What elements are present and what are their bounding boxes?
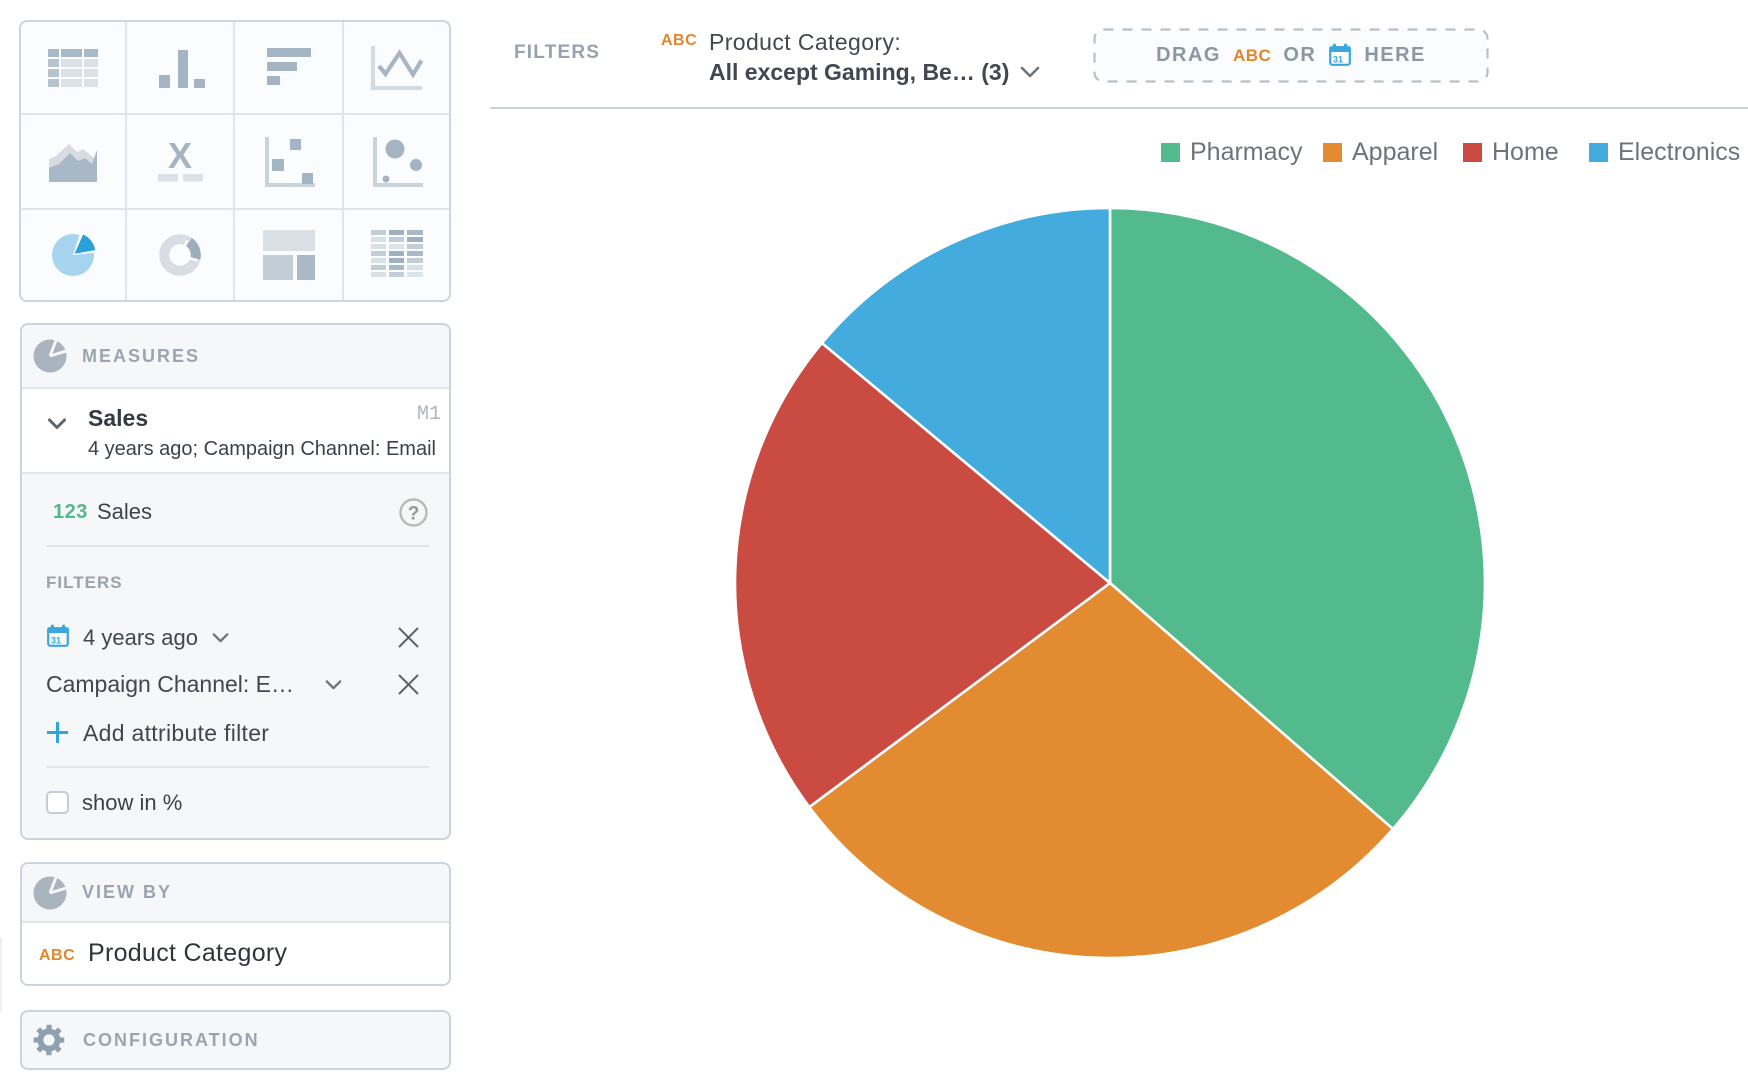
svg-text:31: 31 <box>51 636 61 646</box>
svg-text:31: 31 <box>1333 54 1343 64</box>
svg-text:?: ? <box>408 504 420 525</box>
svg-text:X: X <box>168 140 192 176</box>
